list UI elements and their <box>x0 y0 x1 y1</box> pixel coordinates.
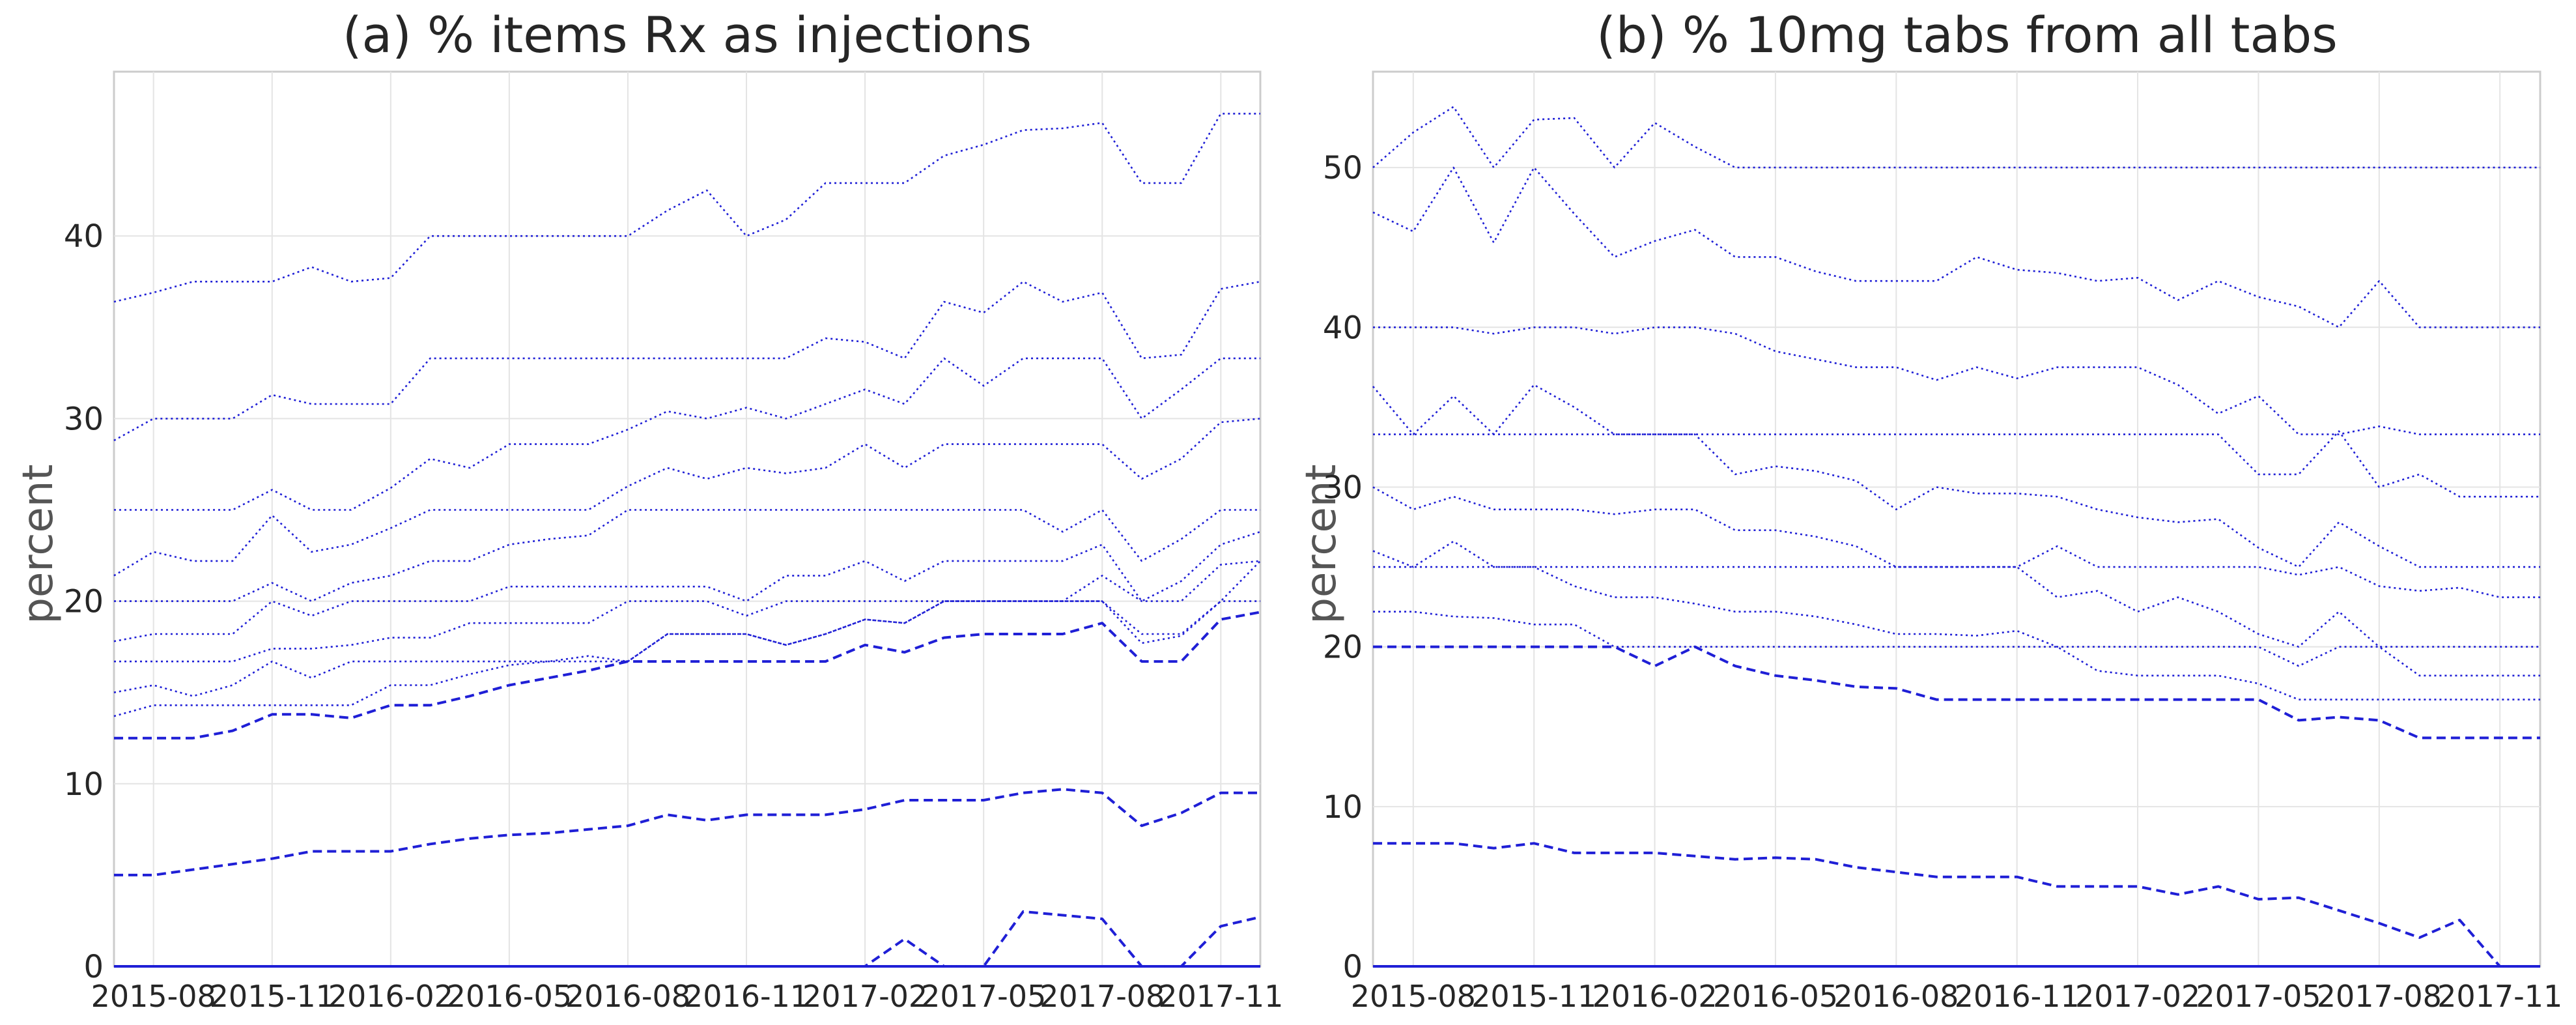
x-tick-label: 2016-05 <box>447 979 572 1014</box>
x-tick-label: 2015-11 <box>1471 979 1596 1014</box>
chart-panel-b: (b) % 10mg tabs from all tabs percent 0 1… <box>1297 6 2562 1014</box>
series-line-b-5 <box>1373 545 2540 598</box>
x-tick-label: 2017-08 <box>2317 979 2442 1014</box>
x-tick-label: 2017-05 <box>921 979 1046 1014</box>
series-line-a-8 <box>114 509 1260 602</box>
x-tick-label: 2017-05 <box>2196 979 2321 1014</box>
series-line-b-1 <box>1373 842 2540 968</box>
x-tick-label: 2017-11 <box>1158 979 1283 1014</box>
plot-frame-a <box>113 70 1262 968</box>
x-tick-label: 2017-08 <box>1040 979 1165 1014</box>
series-line-a-3 <box>114 611 1261 740</box>
x-tick-label: 2015-08 <box>91 979 216 1014</box>
x-tick-label: 2016-08 <box>1833 979 1959 1014</box>
y-tick-label: 30 <box>1323 469 1363 506</box>
y-tick-label: 50 <box>1323 150 1363 186</box>
y-tick-label: 10 <box>64 766 104 803</box>
series-line-b-9 <box>1373 326 2540 435</box>
series-line-a-4 <box>113 600 1260 717</box>
x-tick-label: 2015-08 <box>1351 979 1476 1014</box>
plot-frame-b <box>1372 70 2541 968</box>
x-tick-label: 2017-02 <box>2075 979 2200 1014</box>
series-line-b-11 <box>1372 106 2540 169</box>
series-line-b-8 <box>1373 430 2540 498</box>
y-tick-label: 0 <box>83 949 104 985</box>
y-axis-label-a: percent <box>14 464 63 624</box>
x-tick-label: 2016-11 <box>684 979 809 1014</box>
series-line-a-6 <box>114 560 1261 663</box>
series-line-b-10 <box>1372 166 2540 328</box>
series-line-b-3 <box>1373 611 2540 700</box>
y-tick-label: 10 <box>1323 789 1363 826</box>
y-tick-label: 30 <box>64 401 104 437</box>
series-line-a-1 <box>114 910 1261 968</box>
x-tick-label: 2016-11 <box>1955 979 2080 1014</box>
series-line-a-11 <box>113 280 1261 442</box>
y-tick-label: 20 <box>1323 629 1363 666</box>
series-line-b-7 <box>1372 384 2540 568</box>
x-tick-label: 2015-11 <box>210 979 335 1014</box>
series-line-a-10 <box>114 357 1260 511</box>
y-tick-label: 0 <box>1342 949 1363 985</box>
y-tick-label: 20 <box>64 584 104 620</box>
x-tick-label: 2017-11 <box>2437 979 2562 1014</box>
x-tick-label: 2016-05 <box>1713 979 1838 1014</box>
series-line-a-2 <box>114 788 1260 876</box>
x-tick-label: 2016-02 <box>1592 979 1717 1014</box>
y-tick-label: 40 <box>1323 310 1363 346</box>
series-line-b-2 <box>1373 645 2540 740</box>
chart-title-b: (b) % 10mg tabs from all tabs <box>1596 6 2338 64</box>
y-tick-label: 40 <box>64 218 104 255</box>
series-line-b-4 <box>1372 540 2540 677</box>
chart-title-a: (a) % items Rx as injections <box>343 6 1032 64</box>
series-line-a-7 <box>113 530 1261 642</box>
x-tick-label: 2016-08 <box>565 979 690 1014</box>
series-line-b-6 <box>1372 486 2540 648</box>
x-tick-label: 2017-02 <box>802 979 927 1014</box>
x-tick-label: 2016-02 <box>328 979 453 1014</box>
chart-panel-a: (a) % items Rx as injections percent 0 10… <box>14 6 1283 1014</box>
series-line-a-12 <box>113 113 1260 303</box>
y-axis-label-b: percent <box>1297 464 1346 624</box>
series-line-a-5 <box>113 560 1261 697</box>
